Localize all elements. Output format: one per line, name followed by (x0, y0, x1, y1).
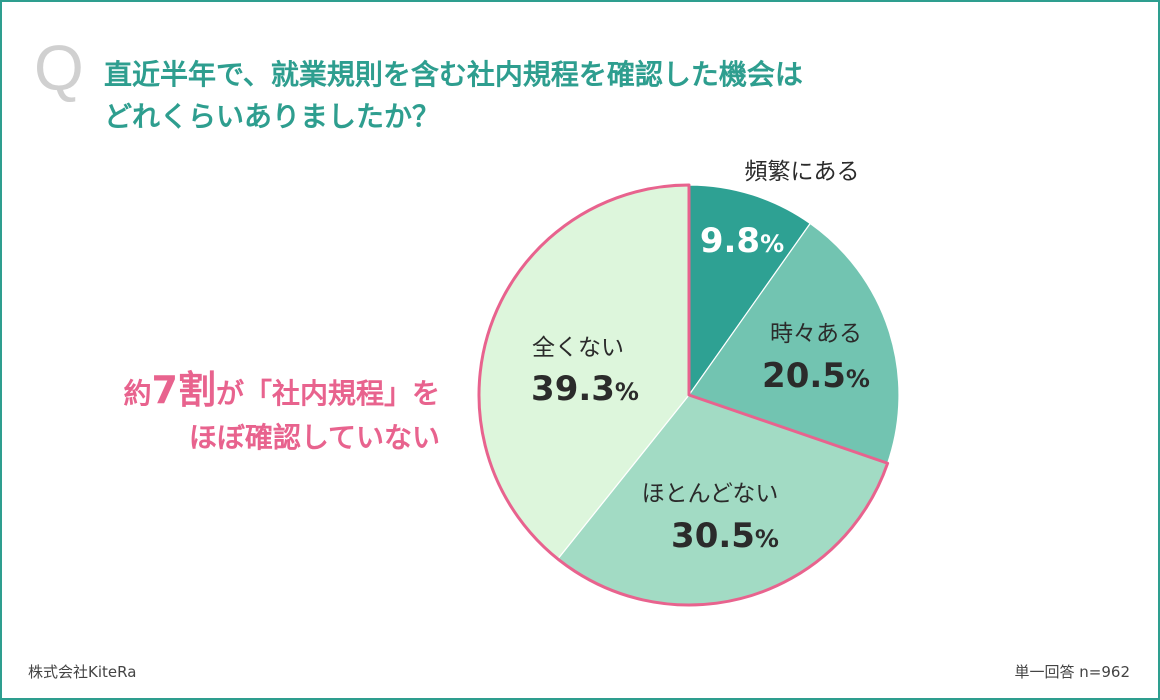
callout-rest: が「社内規程」を (215, 377, 440, 410)
pie-value-percent-never: % (615, 378, 639, 406)
pie-slice-frequent (688, 184, 812, 397)
pie-value-number-sometimes: 20.5 (762, 356, 846, 396)
pie-label-sometimes: 時々ある (770, 321, 862, 347)
callout-prefix: 約 (123, 377, 152, 410)
footer-sample-note: 単一回答 n=962 (1014, 663, 1130, 681)
pie-value-frequent: 9.8% (700, 221, 784, 261)
callout-highlight: 7割 (151, 368, 216, 412)
pie-value-rarely: 30.5% (671, 516, 779, 556)
pie-value-number-frequent: 9.8 (700, 221, 760, 261)
pie-label-rarely: ほとんどない (642, 481, 779, 507)
pie-value-percent-sometimes: % (846, 365, 870, 393)
footer-company: 株式会社KiteRa (28, 663, 137, 681)
pie-value-percent-frequent: % (760, 230, 784, 258)
callout-text: 約7割が「社内規程」を ほぼ確認していない (120, 368, 440, 460)
question-line-1: 直近半年で、就業規則を含む社内規程を確認した機会は (104, 58, 803, 91)
callout-line-2: ほぼ確認していない (188, 421, 440, 454)
pie-slice-sometimes (688, 222, 900, 465)
pie-label-never: 全くない (532, 335, 624, 361)
pie-highlight-outline (477, 183, 890, 607)
question-q-mark: Q (34, 32, 84, 104)
pie-value-number-never: 39.3 (531, 369, 615, 409)
question-text: 直近半年で、就業規則を含む社内規程を確認した機会は どれくらいありましたか？ (104, 54, 803, 138)
pie-value-number-rarely: 30.5 (671, 516, 755, 556)
pie-value-percent-rarely: % (755, 525, 779, 553)
question-line-2: どれくらいありましたか？ (104, 100, 441, 133)
callout-line-1: 約7割が「社内規程」を (120, 368, 440, 416)
pie-value-never: 39.3% (531, 369, 639, 409)
pie-value-sometimes: 20.5% (762, 356, 870, 396)
pie-label-frequent: 頻繁にある (745, 159, 860, 185)
